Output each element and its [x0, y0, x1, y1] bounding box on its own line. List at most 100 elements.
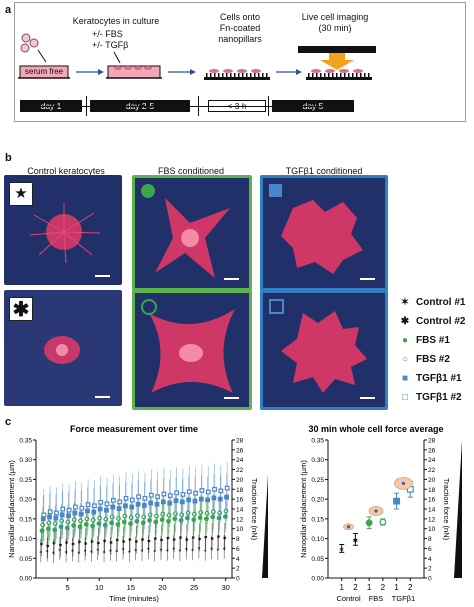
data-point — [193, 490, 198, 496]
y2-tick-label: 18 — [236, 487, 244, 494]
y2-tick-label: 8 — [236, 536, 240, 543]
filled-square-icon: ■ — [401, 373, 409, 384]
legend-item-tgf-1: ■ TGFβ1 #1 — [398, 372, 462, 386]
data-point: ✶ — [191, 547, 195, 552]
data-point — [154, 501, 160, 507]
y-tick-label: 0.20 — [311, 497, 324, 504]
nanopillar — [218, 73, 220, 77]
data-point — [198, 496, 204, 502]
force-scale-wedge — [454, 440, 462, 578]
data-point: ✱ — [141, 537, 145, 542]
data-point: ✱ — [147, 538, 151, 543]
filled-square-badge — [269, 184, 282, 197]
x-tick-label: 1 — [367, 583, 372, 592]
data-point — [66, 507, 72, 513]
y2-tick-label: 28 — [236, 438, 244, 445]
dish-label: serum free — [24, 67, 64, 76]
nanopillar — [316, 73, 318, 77]
col-title-fbs: FBS conditioned — [157, 166, 225, 176]
asterisk-icon: ✱ — [400, 316, 410, 327]
data-point: ✶ — [204, 548, 208, 553]
panel-a-frame — [14, 2, 466, 122]
panel-c-letter: c — [5, 416, 12, 428]
y-tick-label: 0.15 — [311, 516, 324, 523]
y2-tick-label: 4 — [236, 556, 240, 563]
step4-label-2: (30 min) — [318, 23, 352, 33]
data-point: ✱ — [179, 535, 183, 540]
y-tick-label: 0.35 — [311, 438, 324, 445]
y2-tick-label: 26 — [236, 447, 244, 454]
y2-axis-label: Traction force (nN) — [250, 478, 259, 541]
nanopillar — [324, 73, 326, 77]
y2-tick-label: 24 — [428, 457, 436, 464]
y2-tick-label: 22 — [428, 467, 436, 474]
panel-a-letter: a — [5, 4, 12, 16]
y2-tick-label: 0 — [428, 576, 432, 583]
data-point — [123, 495, 129, 501]
nanopillar — [266, 73, 268, 77]
data-point: ✱ — [223, 536, 227, 541]
data-point: ✶ — [216, 547, 220, 552]
nanopillar — [254, 73, 256, 77]
data-point — [167, 493, 173, 498]
nanopillar — [214, 73, 216, 77]
data-point — [211, 495, 217, 501]
y2-tick-label: 20 — [236, 477, 244, 484]
data-point — [167, 500, 173, 506]
x-tick-label: 20 — [158, 583, 166, 592]
y2-tick-label: 4 — [428, 556, 432, 563]
data-point — [224, 485, 230, 491]
data-point — [85, 508, 90, 514]
scale-bar — [95, 275, 110, 277]
nanopillar — [332, 73, 334, 77]
nanopillar — [230, 73, 232, 77]
data-point: ✱ — [135, 539, 139, 544]
data-point — [123, 503, 128, 509]
x-tick-label: 5 — [66, 583, 70, 592]
data-point — [379, 518, 387, 526]
data-point — [155, 494, 161, 500]
group-label: Control — [336, 594, 361, 603]
data-point — [59, 512, 65, 518]
nanopillar — [258, 73, 260, 77]
y2-axis-label: Traction force (nN) — [442, 478, 451, 541]
data-point — [73, 504, 78, 510]
nanopillar — [226, 73, 228, 77]
data-point — [199, 488, 205, 493]
open-circle-badge — [141, 299, 157, 315]
data-point: ✱ — [198, 536, 202, 541]
data-point — [365, 519, 373, 527]
nanopillar — [262, 73, 264, 77]
data-point: ✱ — [210, 536, 214, 541]
x-tick-label: 2 — [381, 583, 386, 592]
data-point: ✱ — [59, 542, 63, 547]
nanopillar — [210, 73, 212, 77]
y2-tick-label: 26 — [428, 447, 436, 454]
micrograph-tgf-2 — [260, 290, 388, 410]
scale-bar — [360, 397, 375, 399]
data-point — [92, 503, 97, 509]
scale-bar — [95, 396, 110, 398]
workflow-diagram — [18, 33, 376, 80]
legend-item-control-1: ✶ Control #1 — [398, 296, 466, 310]
y2-tick-label: 14 — [236, 507, 244, 514]
nanopillar — [348, 73, 350, 77]
nanopillar — [320, 73, 322, 77]
nanopillar — [238, 73, 240, 77]
data-point — [117, 499, 123, 505]
data-point — [116, 506, 122, 512]
filled-circle-icon: ● — [401, 335, 409, 346]
y-tick-label: 0.10 — [311, 536, 324, 543]
data-point: ✱ — [71, 542, 75, 547]
col-title-tgf: TGFβ1 conditioned — [285, 166, 363, 176]
legend-item-control-2: ✱ Control #2 — [398, 315, 466, 329]
cell-nucleus — [346, 525, 351, 529]
y2-tick-label: 10 — [236, 526, 244, 533]
data-point: ✱ — [185, 537, 189, 542]
data-point — [224, 494, 229, 500]
x-tick-label: 25 — [190, 583, 198, 592]
y-tick-label: 0.25 — [311, 477, 324, 484]
data-point: ✱ — [154, 536, 158, 541]
dish-serum-free — [18, 65, 70, 79]
chart-force-over-time: Force measurement over time 0.00 0.05 0.10 0… — [7, 424, 268, 603]
